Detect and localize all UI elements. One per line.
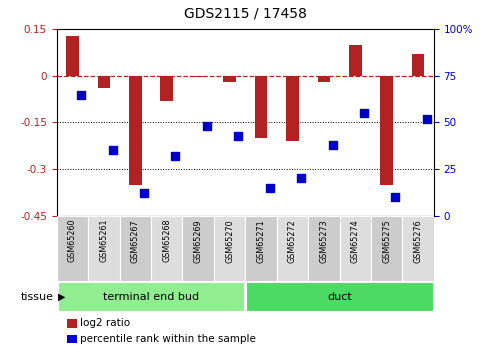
Bar xyxy=(151,216,182,281)
Point xyxy=(360,110,368,116)
Text: GSM65268: GSM65268 xyxy=(162,219,171,263)
Point xyxy=(391,194,399,200)
Bar xyxy=(255,76,267,138)
Bar xyxy=(182,216,214,281)
Text: duct: duct xyxy=(327,292,352,302)
Point xyxy=(77,92,85,97)
Bar xyxy=(160,76,173,101)
Bar xyxy=(308,216,340,281)
Text: GSM65267: GSM65267 xyxy=(131,219,140,263)
Bar xyxy=(412,54,424,76)
Text: GSM65260: GSM65260 xyxy=(68,219,77,263)
Text: percentile rank within the sample: percentile rank within the sample xyxy=(80,334,256,344)
Point xyxy=(329,142,337,148)
Bar xyxy=(245,216,277,281)
Bar xyxy=(340,216,371,281)
Text: tissue: tissue xyxy=(21,292,54,302)
Point xyxy=(108,148,116,153)
Text: GDS2115 / 17458: GDS2115 / 17458 xyxy=(184,7,307,21)
Bar xyxy=(58,283,245,311)
Bar xyxy=(119,216,151,281)
Point xyxy=(423,116,431,121)
Bar xyxy=(98,76,110,88)
Bar xyxy=(381,76,393,185)
Point xyxy=(266,185,274,190)
Text: GSM65271: GSM65271 xyxy=(256,219,266,263)
Bar xyxy=(223,76,236,82)
Point xyxy=(140,190,148,196)
Text: GSM65275: GSM65275 xyxy=(382,219,391,263)
Text: log2 ratio: log2 ratio xyxy=(80,318,131,328)
Text: ▶: ▶ xyxy=(58,292,65,302)
Point xyxy=(234,133,242,138)
Text: terminal end bud: terminal end bud xyxy=(103,292,199,302)
Bar xyxy=(214,216,246,281)
Point xyxy=(172,153,179,159)
Text: GSM65270: GSM65270 xyxy=(225,219,234,263)
Bar xyxy=(317,76,330,82)
Text: GSM65261: GSM65261 xyxy=(99,219,108,263)
Text: GSM65274: GSM65274 xyxy=(351,219,360,263)
Point xyxy=(203,124,211,129)
Bar xyxy=(88,216,119,281)
Bar xyxy=(129,76,141,185)
Bar xyxy=(402,216,434,281)
Bar xyxy=(371,216,402,281)
Bar xyxy=(349,45,361,76)
Bar xyxy=(277,216,308,281)
Point xyxy=(297,176,305,181)
Text: GSM65269: GSM65269 xyxy=(194,219,203,263)
Text: GSM65276: GSM65276 xyxy=(414,219,423,263)
Text: GSM65273: GSM65273 xyxy=(319,219,328,263)
Bar xyxy=(286,76,299,141)
Text: GSM65272: GSM65272 xyxy=(288,219,297,263)
Bar xyxy=(192,76,205,77)
Bar xyxy=(57,216,88,281)
Bar xyxy=(66,36,79,76)
Bar xyxy=(246,283,433,311)
